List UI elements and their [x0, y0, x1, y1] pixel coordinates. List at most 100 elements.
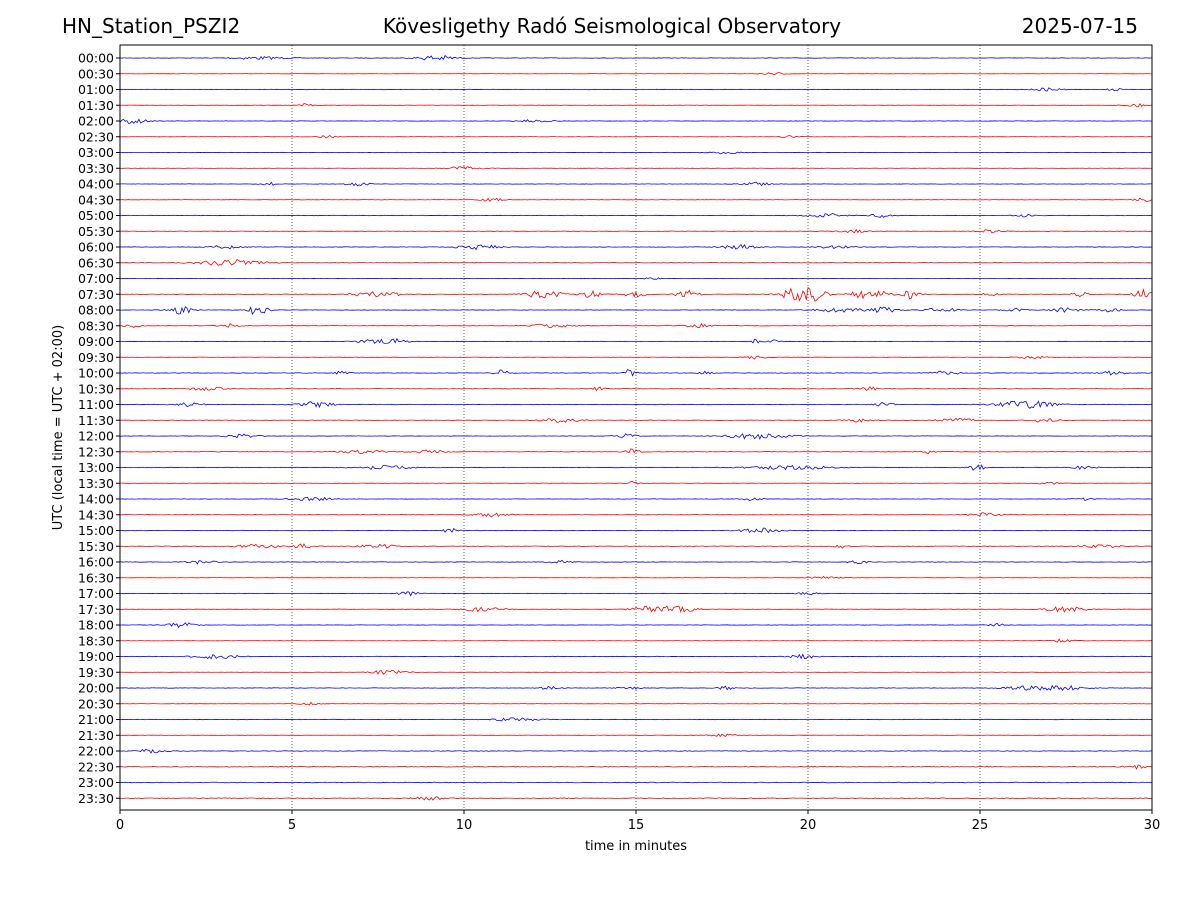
y-tick-label: 07:30 [78, 287, 114, 302]
trace-1700 [119, 591, 1153, 597]
trace-layer [119, 54, 1153, 801]
trace-0230 [119, 134, 1153, 139]
y-tick-labels: 00:0000:3001:0001:3002:0002:3003:0003:30… [78, 51, 120, 806]
trace-1500 [119, 527, 1153, 534]
y-tick-label: 08:00 [78, 303, 114, 318]
trace-1730 [119, 605, 1153, 614]
y-tick-label: 14:00 [78, 492, 114, 507]
x-tick-label: 0 [116, 818, 124, 833]
y-tick-label: 21:00 [78, 712, 114, 727]
trace-2300 [119, 781, 1153, 784]
y-tick-label: 10:00 [78, 366, 114, 381]
trace-0430 [119, 197, 1153, 203]
y-tick-label: 05:00 [78, 208, 114, 223]
x-axis-label: time in minutes [585, 839, 687, 854]
trace-0200 [119, 118, 1153, 124]
trace-2130 [119, 733, 1152, 738]
trace-0900 [119, 337, 1153, 344]
y-tick-label: 19:30 [78, 665, 114, 680]
trace-1630 [119, 575, 1153, 579]
trace-1200 [119, 433, 1153, 440]
trace-0930 [119, 355, 1153, 360]
y-tick-label: 07:00 [78, 271, 114, 286]
y-tick-label: 04:30 [78, 192, 114, 207]
y-tick-label: 09:00 [78, 334, 114, 349]
y-tick-label: 22:00 [78, 744, 114, 759]
y-tick-label: 13:30 [78, 476, 114, 491]
y-tick-label: 00:30 [78, 66, 114, 81]
trace-1800 [119, 622, 1153, 629]
y-tick-label: 16:00 [78, 555, 114, 570]
y-tick-label: 08:30 [78, 318, 114, 333]
trace-0530 [119, 228, 1152, 234]
y-tick-label: 23:30 [78, 791, 114, 806]
y-tick-label: 09:30 [78, 350, 114, 365]
y-tick-label: 19:00 [78, 649, 114, 664]
trace-0500 [119, 213, 1153, 218]
trace-2330 [119, 796, 1153, 801]
trace-1230 [119, 448, 1153, 455]
trace-2230 [119, 764, 1153, 770]
trace-0000 [119, 54, 1153, 61]
trace-1100 [119, 400, 1153, 409]
y-tick-label: 17:30 [78, 602, 114, 617]
y-tick-label: 05:30 [78, 224, 114, 239]
y-tick-label: 12:00 [78, 429, 114, 444]
trace-1300 [119, 464, 1153, 471]
y-tick-label: 00:00 [78, 51, 114, 66]
y-tick-label: 11:00 [78, 397, 114, 412]
date-title: 2025-07-15 [1021, 14, 1138, 38]
trace-0800 [119, 306, 1153, 315]
x-tick-label: 30 [1144, 818, 1161, 833]
y-tick-label: 22:30 [78, 759, 114, 774]
trace-0330 [119, 166, 1153, 170]
trace-0730 [119, 286, 1153, 302]
trace-1400 [119, 496, 1153, 502]
trace-0030 [119, 72, 1153, 75]
y-tick-label: 03:30 [78, 161, 114, 176]
y-tick-label: 02:30 [78, 129, 114, 144]
y-tick-label: 21:30 [78, 728, 114, 743]
x-tick-labels: 0 5 10 15 20 25 30 [116, 810, 1160, 833]
x-tick-label: 20 [800, 818, 817, 833]
trace-0600 [119, 243, 1153, 251]
trace-1330 [119, 480, 1153, 485]
y-axis-label: UTC (local time = UTC + 02:00) [51, 325, 66, 530]
trace-1530 [119, 543, 1153, 549]
trace-1930 [119, 670, 1153, 675]
trace-0830 [119, 322, 1153, 329]
y-tick-label: 11:30 [78, 413, 114, 428]
y-tick-label: 16:30 [78, 570, 114, 585]
y-tick-label: 15:00 [78, 523, 114, 538]
trace-0400 [119, 181, 1153, 187]
y-tick-label: 01:30 [78, 98, 114, 113]
trace-1430 [119, 512, 1153, 518]
trace-2100 [119, 717, 1153, 722]
y-tick-label: 06:30 [78, 255, 114, 270]
x-grid [291, 45, 981, 810]
y-tick-label: 03:00 [78, 145, 114, 160]
trace-1130 [119, 417, 1153, 423]
x-tick-label: 10 [456, 818, 473, 833]
x-tick-label: 15 [628, 818, 645, 833]
trace-1830 [119, 638, 1153, 643]
trace-1000 [119, 369, 1153, 377]
trace-0100 [119, 87, 1153, 92]
station-title: HN_Station_PSZI2 [62, 14, 241, 38]
y-tick-label: 18:30 [78, 633, 114, 648]
x-tick-label: 5 [288, 818, 296, 833]
y-tick-label: 17:00 [78, 586, 114, 601]
y-tick-label: 02:00 [78, 114, 114, 129]
plot-frame [119, 44, 1153, 811]
trace-0130 [119, 102, 1153, 108]
y-tick-label: 18:00 [78, 618, 114, 633]
y-tick-label: 01:00 [78, 82, 114, 97]
trace-0700 [119, 277, 1153, 280]
y-tick-label: 20:30 [78, 696, 114, 711]
y-tick-label: 10:30 [78, 381, 114, 396]
y-tick-label: 14:30 [78, 507, 114, 522]
trace-0630 [119, 258, 1153, 266]
x-tick-label: 25 [972, 818, 989, 833]
trace-2200 [119, 748, 1153, 754]
